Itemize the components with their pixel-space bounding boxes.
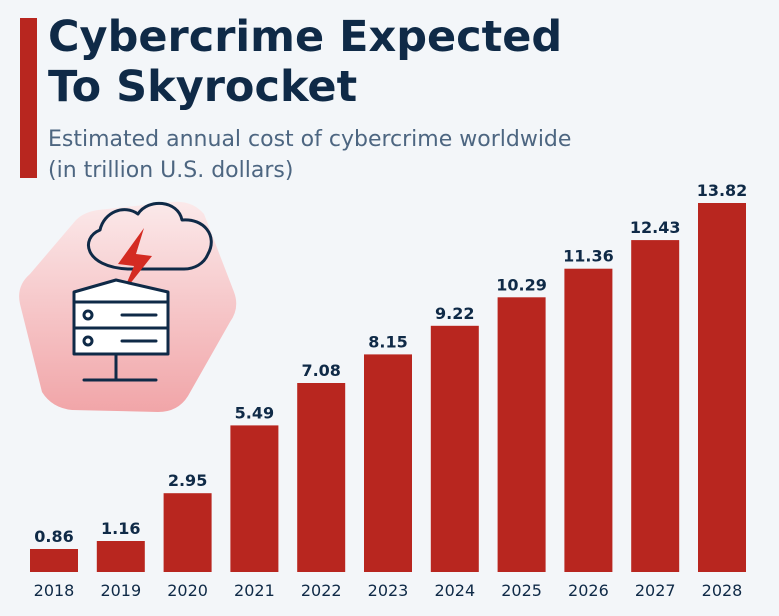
value-label-2023: 8.15: [368, 332, 407, 351]
value-label-2025: 10.29: [496, 275, 547, 294]
bar-2018: [30, 549, 78, 572]
server-roof: [72, 278, 170, 304]
value-label-2026: 11.36: [563, 247, 614, 266]
subtitle-line-1: Estimated annual cost of cybercrime worl…: [48, 127, 572, 152]
value-label-2027: 12.43: [630, 218, 681, 237]
x-tick-label-2027: 2027: [635, 581, 676, 600]
cloud-shape: [87, 201, 213, 271]
value-label-2021: 5.49: [235, 403, 274, 422]
value-label-2028: 13.82: [697, 181, 748, 200]
bar-2019: [96, 541, 145, 572]
value-label-2018: 0.86: [34, 527, 73, 546]
value-label-2019: 1.16: [101, 519, 140, 538]
server-lightning-cloud-icon: [19, 201, 237, 412]
x-tick-label-2018: 2018: [34, 581, 75, 600]
subtitle-line-2: (in trillion U.S. dollars): [48, 158, 294, 183]
bar-2027: [631, 240, 680, 572]
x-tick-label-2026: 2026: [568, 581, 609, 600]
x-tick-label-2022: 2022: [301, 581, 342, 600]
value-label-2022: 7.08: [301, 361, 340, 380]
bar-2021: [230, 425, 279, 572]
bar-2020: [163, 493, 212, 572]
bar-2023: [364, 354, 412, 572]
page-title: Cybercrime Expected To Skyrocket: [48, 12, 768, 112]
x-tick-label-2020: 2020: [167, 581, 208, 600]
title-accent-bar: [20, 18, 37, 178]
value-label-2024: 9.22: [435, 304, 474, 323]
bar-2022: [297, 383, 346, 572]
x-tick-label-2025: 2025: [501, 581, 542, 600]
x-tick-label-2019: 2019: [100, 581, 141, 600]
bar-2026: [564, 268, 613, 572]
x-tick-label-2021: 2021: [234, 581, 275, 600]
x-tick-label-2028: 2028: [702, 581, 743, 600]
page-subtitle: Estimated annual cost of cybercrime worl…: [48, 124, 748, 186]
x-tick-label-2024: 2024: [434, 581, 475, 600]
lightning-bolt-icon: [118, 228, 152, 294]
value-label-2020: 2.95: [168, 471, 207, 490]
bar-2028: [698, 203, 746, 572]
x-tick-label-2023: 2023: [368, 581, 409, 600]
title-line-2: To Skyrocket: [48, 62, 358, 112]
bar-2024: [430, 325, 479, 572]
bar-2025: [497, 297, 546, 572]
title-line-1: Cybercrime Expected: [48, 12, 563, 62]
